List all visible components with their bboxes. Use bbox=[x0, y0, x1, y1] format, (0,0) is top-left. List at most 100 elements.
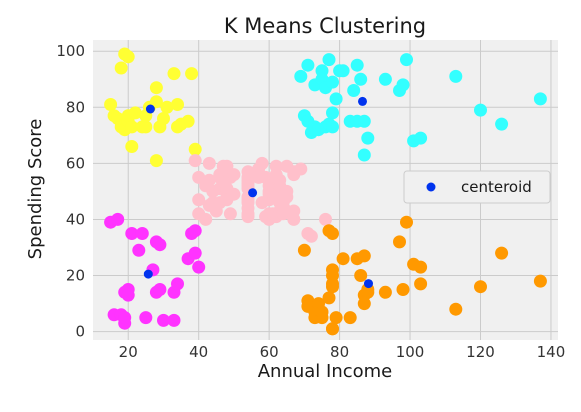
data-point-yellow bbox=[114, 61, 128, 75]
data-point-cyan bbox=[449, 69, 463, 83]
data-point-magenta bbox=[188, 246, 202, 260]
data-point-yellow bbox=[171, 98, 184, 111]
data-point-magenta bbox=[121, 288, 135, 302]
chart-title: K Means Clustering bbox=[224, 14, 426, 38]
data-point-yellow bbox=[149, 81, 163, 95]
data-point-yellow bbox=[128, 106, 142, 120]
legend-centroid-marker bbox=[426, 182, 436, 192]
data-point-yellow bbox=[157, 112, 170, 125]
data-point-pink bbox=[227, 187, 241, 201]
data-point-orange bbox=[326, 280, 339, 294]
data-point-pink bbox=[188, 154, 202, 168]
y-tick-label: 80 bbox=[66, 98, 85, 116]
tick-labels: 20 40 60 80 100 120 140 0 20 40 60 80 100 bbox=[56, 42, 565, 361]
data-point-cyan bbox=[350, 58, 364, 72]
data-point-pink bbox=[192, 193, 206, 207]
data-point-cyan bbox=[533, 92, 547, 106]
x-axis-label: Annual Income bbox=[258, 361, 393, 382]
data-point-yellow bbox=[160, 100, 174, 114]
data-point-magenta bbox=[157, 313, 170, 327]
data-point-pink bbox=[199, 212, 213, 226]
y-tick-label: 40 bbox=[66, 210, 85, 228]
data-point-orange bbox=[495, 246, 509, 260]
data-point-cyan bbox=[322, 53, 336, 67]
y-tick-label: 60 bbox=[66, 154, 85, 172]
data-point-cyan bbox=[361, 131, 375, 145]
data-point-pink bbox=[223, 207, 237, 221]
centroid-point bbox=[145, 104, 155, 114]
data-point-yellow bbox=[139, 120, 153, 134]
data-point-magenta bbox=[167, 313, 181, 327]
data-point-orange bbox=[400, 215, 413, 229]
data-point-cyan bbox=[336, 64, 350, 78]
data-point-cyan bbox=[294, 69, 308, 83]
x-tick-label: 60 bbox=[260, 343, 279, 361]
data-point-orange bbox=[533, 274, 547, 288]
data-point-magenta bbox=[188, 224, 202, 238]
data-point-magenta bbox=[132, 243, 146, 257]
data-point-pink bbox=[273, 173, 287, 187]
data-point-cyan bbox=[357, 114, 371, 128]
data-point-pink bbox=[304, 229, 318, 243]
data-point-orange bbox=[326, 322, 339, 336]
data-point-cyan bbox=[495, 117, 509, 131]
x-tick-label: 40 bbox=[189, 343, 208, 361]
legend-box bbox=[403, 170, 551, 204]
data-point-orange bbox=[378, 285, 392, 299]
data-point-pink bbox=[209, 204, 223, 218]
legend: centeroid bbox=[403, 170, 551, 204]
data-point-yellow bbox=[125, 140, 139, 153]
data-point-orange bbox=[414, 260, 428, 274]
data-point-yellow bbox=[149, 95, 163, 109]
data-point-orange bbox=[393, 235, 406, 249]
data-point-pink bbox=[287, 212, 301, 226]
data-point-orange bbox=[361, 285, 375, 299]
x-tick-label: 20 bbox=[119, 343, 138, 361]
data-point-cyan bbox=[354, 72, 368, 86]
data-point-yellow bbox=[104, 98, 118, 111]
data-point-orange bbox=[357, 249, 371, 263]
data-point-cyan bbox=[378, 72, 392, 86]
data-point-yellow bbox=[181, 114, 195, 128]
data-point-orange bbox=[315, 305, 329, 319]
data-point-orange bbox=[326, 269, 339, 282]
data-point-cyan bbox=[326, 106, 339, 120]
data-point-cyan bbox=[326, 75, 339, 89]
x-tick-label: 120 bbox=[466, 343, 495, 361]
data-point-magenta bbox=[153, 283, 167, 296]
data-point-yellow bbox=[167, 67, 181, 81]
data-point-pink bbox=[202, 173, 216, 187]
data-point-orange bbox=[396, 283, 410, 296]
data-point-pink bbox=[241, 165, 255, 179]
data-point-magenta bbox=[171, 277, 184, 291]
data-point-yellow bbox=[188, 142, 202, 156]
x-tick-label: 80 bbox=[330, 343, 349, 361]
legend-centroid-label: centeroid bbox=[461, 178, 532, 196]
data-point-orange bbox=[414, 277, 428, 291]
data-point-orange bbox=[336, 252, 350, 266]
data-point-yellow bbox=[149, 154, 163, 168]
data-point-cyan bbox=[347, 84, 361, 97]
data-point-pink bbox=[294, 162, 308, 176]
data-point-cyan bbox=[329, 92, 343, 106]
data-point-orange bbox=[474, 280, 487, 294]
data-point-orange bbox=[354, 269, 368, 282]
data-point-orange bbox=[449, 302, 463, 316]
centroid-point bbox=[143, 269, 153, 279]
y-axis-label: Spending Score bbox=[25, 119, 46, 260]
data-point-cyan bbox=[474, 103, 487, 117]
data-point-cyan bbox=[357, 148, 371, 162]
data-point-magenta bbox=[192, 260, 206, 274]
data-point-magenta bbox=[125, 227, 139, 240]
data-point-yellow bbox=[121, 50, 135, 64]
data-point-pink bbox=[280, 184, 294, 198]
data-point-magenta bbox=[118, 311, 132, 325]
data-point-pink bbox=[319, 212, 332, 226]
data-point-orange bbox=[357, 297, 371, 311]
data-point-magenta bbox=[135, 227, 149, 240]
y-tick-label: 20 bbox=[66, 267, 85, 285]
data-point-cyan bbox=[396, 78, 410, 92]
data-point-cyan bbox=[301, 58, 315, 72]
